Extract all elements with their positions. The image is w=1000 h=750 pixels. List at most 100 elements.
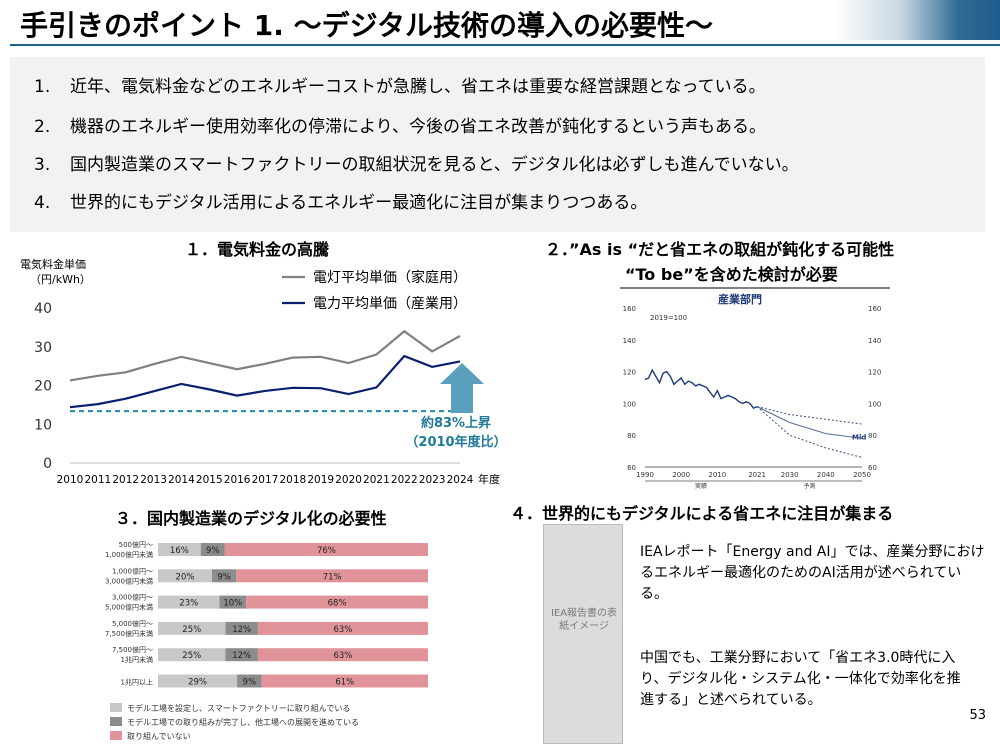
- x-tick-label: 2021: [748, 471, 766, 479]
- summary-item-number: 2.: [34, 117, 51, 137]
- x-group-label: 予測: [804, 482, 816, 490]
- bar-segment: [261, 674, 428, 688]
- x-tick-label: 2016: [224, 474, 251, 486]
- category-label: 500億円～: [119, 540, 153, 549]
- y-tick-label: 160: [623, 305, 636, 313]
- bar-segment: [158, 648, 226, 662]
- bar-value-label: 9%: [206, 546, 220, 556]
- summary-item: 2. 機器のエネルギー使用効率化の停滞により、今後の省エネ改善が鈍化するという声も…: [34, 112, 766, 137]
- x-tick-label: 2012: [112, 474, 139, 486]
- bar-value-label: 9%: [217, 572, 231, 582]
- bar-value-label: 76%: [317, 546, 336, 556]
- x-tick-label: 2011: [84, 474, 111, 486]
- y-tick-label: 60: [627, 464, 636, 472]
- annotation-text: 約83%上昇: [421, 415, 491, 431]
- bar-segment: [212, 569, 237, 583]
- x-tick-label: 2023: [419, 474, 446, 486]
- category-label: 1兆円未満: [121, 655, 153, 664]
- x-tick-label: 2018: [279, 474, 306, 486]
- x-tick-label: 2024: [447, 474, 474, 486]
- bar-value-label: 16%: [170, 546, 189, 556]
- bar-value-label: 25%: [182, 625, 201, 635]
- iea-report-cover-placeholder: IEA報告書の表紙イメージ: [543, 524, 623, 744]
- legend-label: モデル工場を設定し、スマートファクトリーに取り組んでいる: [127, 703, 350, 713]
- legend-swatch: [110, 717, 122, 726]
- x-tick-label: 2017: [252, 474, 279, 486]
- bar-segment: [224, 543, 428, 556]
- bar-segment: [257, 648, 428, 662]
- x-tick-label: 2015: [196, 474, 223, 486]
- bar-segment: [236, 569, 428, 583]
- y-tick-label: 80: [627, 432, 636, 440]
- bar-segment: [225, 648, 258, 662]
- bar-segment: [200, 543, 225, 556]
- section1-heading: １．電気料金の高騰: [185, 240, 330, 259]
- x-tick-label: 2000: [672, 471, 690, 479]
- y-tick-label-right: 140: [868, 337, 881, 345]
- y-tick-label-right: 100: [868, 400, 881, 408]
- x-tick-label: 2010: [708, 471, 726, 479]
- digitalization-bar-chart: 500億円～1,000億円未満 16% 9% 76% 1,000億円～3,000億円未満…: [105, 540, 428, 741]
- x-tick-label: 2050: [853, 471, 871, 479]
- y-axis-title: （円/kWh）: [30, 273, 91, 286]
- bar-value-label: 9%: [243, 678, 257, 688]
- series-line-actual: [644, 368, 758, 410]
- y-tick-label-right: 160: [868, 305, 881, 313]
- category-label: 1,000億円未満: [105, 550, 153, 559]
- category-label: 7,500億円未満: [105, 629, 153, 638]
- industry-energy-chart: 産業部門 2019=100 60 60 80 80 100 100 120 120 140 140 16…: [620, 287, 890, 490]
- y-tick-label: 120: [623, 369, 636, 377]
- legend-label: 電灯平均単価（家庭用）: [313, 269, 467, 286]
- legend-label: モデル工場での取り組みが完了し、他工場への展開を進めている: [127, 717, 359, 727]
- bar-value-label: 61%: [335, 678, 354, 688]
- legend-label: 電力平均単価（産業用）: [313, 296, 467, 312]
- category-label: 1,000億円～: [112, 566, 153, 575]
- x-tick-label: 2030: [781, 471, 799, 479]
- y-tick-label-right: 60: [868, 464, 877, 472]
- summary-item-text: 国内製造業のスマートファクトリーの取組状況を見ると、デジタル化は必ずしも進んでい…: [70, 155, 799, 175]
- summary-item-number: 4.: [34, 193, 51, 213]
- page-number: 53: [969, 708, 986, 723]
- legend-label: 取り組んでいない: [127, 731, 191, 741]
- bar-segment: [237, 674, 262, 688]
- summary-item-number: 3.: [34, 155, 51, 175]
- y-tick-label: 10: [34, 417, 52, 433]
- legend-swatch: [110, 703, 122, 712]
- bar-value-label: 12%: [232, 651, 251, 661]
- bar-segment: [225, 621, 258, 635]
- bar-value-label: 71%: [323, 572, 342, 582]
- y-tick-label: 40: [34, 301, 52, 317]
- bar-segment: [158, 674, 238, 688]
- header-accent: [835, 0, 1000, 40]
- series-line-upper: [756, 406, 863, 425]
- series-line-Mid: [756, 406, 863, 439]
- summary-item-text: 世界的にもデジタル活用によるエネルギー最適化に注目が集まりつつある。: [70, 193, 648, 213]
- bar-value-label: 20%: [176, 572, 195, 582]
- summary-item-text: 近年、電気料金などのエネルギーコストが急騰し、省エネは重要な経営課題となっている…: [70, 77, 766, 97]
- bar-value-label: 23%: [179, 599, 198, 609]
- y-axis-title: 電気料金単価: [20, 257, 86, 271]
- placeholder-label: IEA報告書の表紙イメージ: [550, 608, 618, 632]
- chart-note: 2019=100: [650, 314, 687, 322]
- page-title: 手引きのポイント 1. ～デジタル技術の導入の必要性～: [20, 9, 714, 42]
- category-label: 5,000億円未満: [105, 603, 153, 612]
- bar-value-label: 63%: [333, 625, 352, 635]
- x-tick-label: 2021: [363, 474, 390, 486]
- legend-swatch: [110, 731, 122, 740]
- category-label: 5,000億円～: [112, 619, 153, 628]
- category-label: 1兆円以上: [121, 678, 153, 687]
- bar-segment: [219, 595, 247, 609]
- y-tick-label-right: 80: [868, 432, 877, 440]
- summary-item-number: 1.: [34, 77, 51, 97]
- iea-paragraph: IEAレポート「Energy and AI」では、産業分野におけるエネルギー最適…: [640, 544, 985, 602]
- summary-item: 3. 国内製造業のスマートファクトリーの取組状況を見ると、デジタル化は必ずしも進ん…: [34, 150, 799, 175]
- x-tick-label: 2040: [817, 471, 835, 479]
- y-tick-label: 100: [623, 400, 636, 408]
- section3-heading: ３．国内製造業のデジタル化の必要性: [115, 509, 387, 528]
- y-tick-label: 30: [34, 340, 52, 356]
- x-group-label: 実績: [695, 482, 707, 490]
- china-paragraph: 中国でも、工業分野において「省エネ3.0時代に入り、デジタル化・システム化・一体…: [640, 650, 961, 708]
- section2-heading-line1: ２．”As is “だと省エネの取組が鈍化する可能性: [545, 240, 895, 259]
- x-tick-label: 2020: [335, 474, 362, 486]
- bar-segment: [246, 595, 428, 609]
